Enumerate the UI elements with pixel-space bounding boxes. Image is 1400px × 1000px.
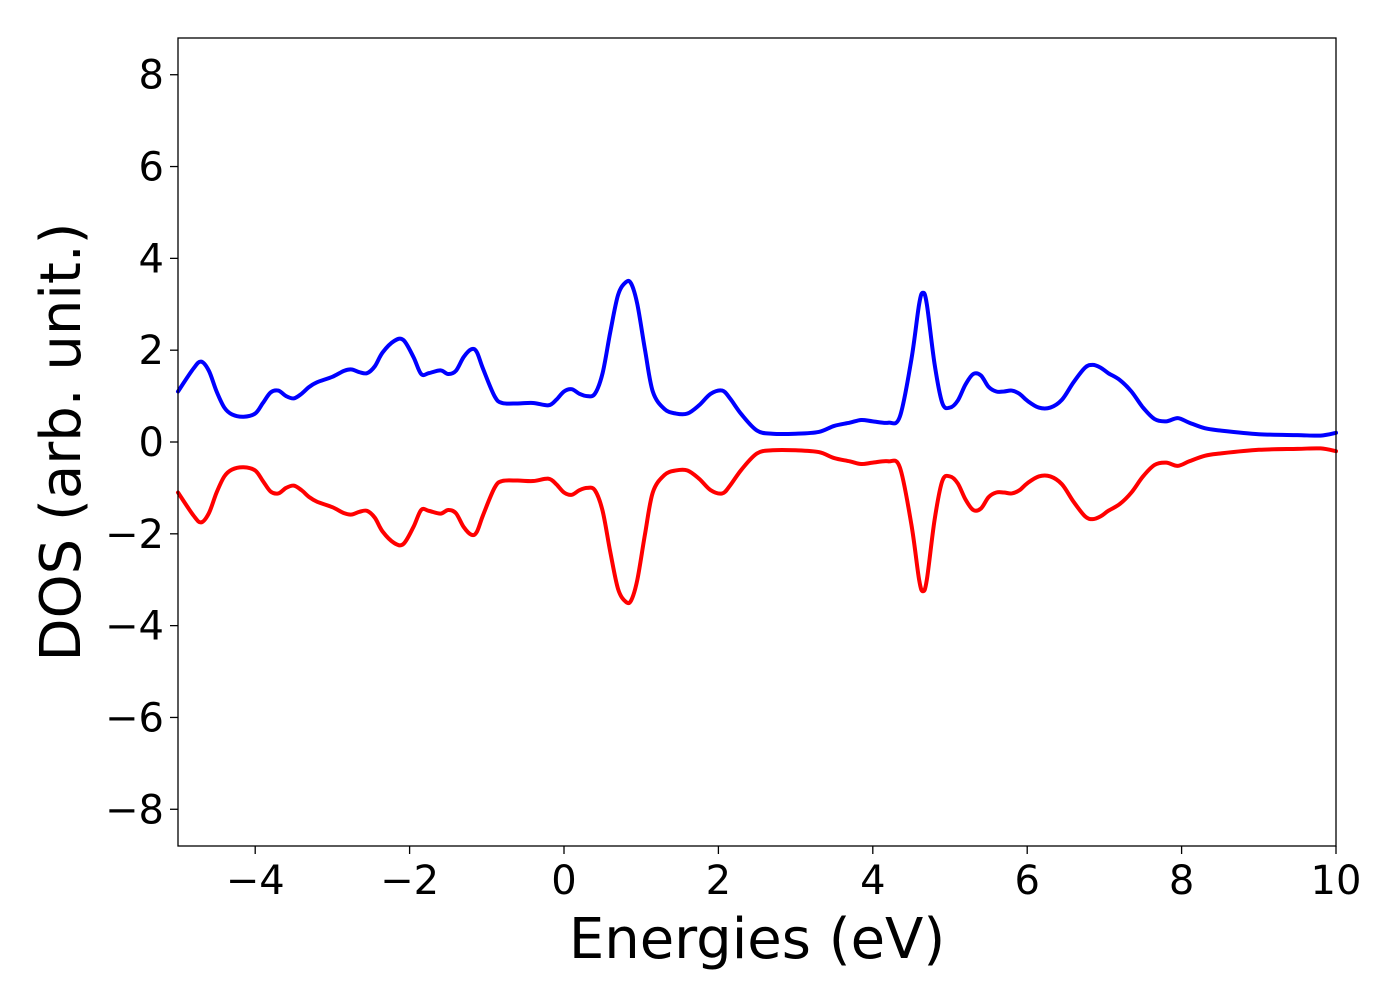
plot-frame: [177, 37, 1337, 847]
x-tick-label: −4: [226, 858, 285, 904]
y-tick-label: −2: [105, 512, 164, 558]
x-tick-label: 4: [860, 858, 885, 904]
x-tick-label: 8: [1169, 858, 1194, 904]
x-tick-label: 2: [706, 858, 731, 904]
y-tick-label: 0: [139, 420, 164, 466]
series-line-spin-up: [176, 278, 1338, 438]
x-tick-label: −2: [380, 858, 439, 904]
y-tick-label: −8: [105, 787, 164, 833]
y-tick-label: −4: [105, 604, 164, 650]
series-layer: [176, 278, 1338, 606]
series-line-spin-down: [176, 446, 1338, 606]
x-axis-ticks: −4 −2 0 2 4 6 8 10: [226, 846, 1362, 904]
y-tick-label: 4: [139, 236, 164, 282]
x-tick-label: 10: [1311, 858, 1362, 904]
y-tick-label: 6: [139, 145, 164, 191]
y-tick-label: 2: [139, 328, 164, 374]
x-axis-label: Energies (eV): [569, 907, 945, 972]
x-tick-label: 0: [551, 858, 576, 904]
y-tick-label: 8: [139, 53, 164, 99]
y-tick-label: −6: [105, 695, 164, 741]
y-axis-ticks: 8 6 4 2 0 −2 −4 −6 −8: [105, 53, 178, 833]
y-axis-label: DOS (arb. unit.): [29, 222, 94, 661]
x-tick-label: 6: [1014, 858, 1039, 904]
